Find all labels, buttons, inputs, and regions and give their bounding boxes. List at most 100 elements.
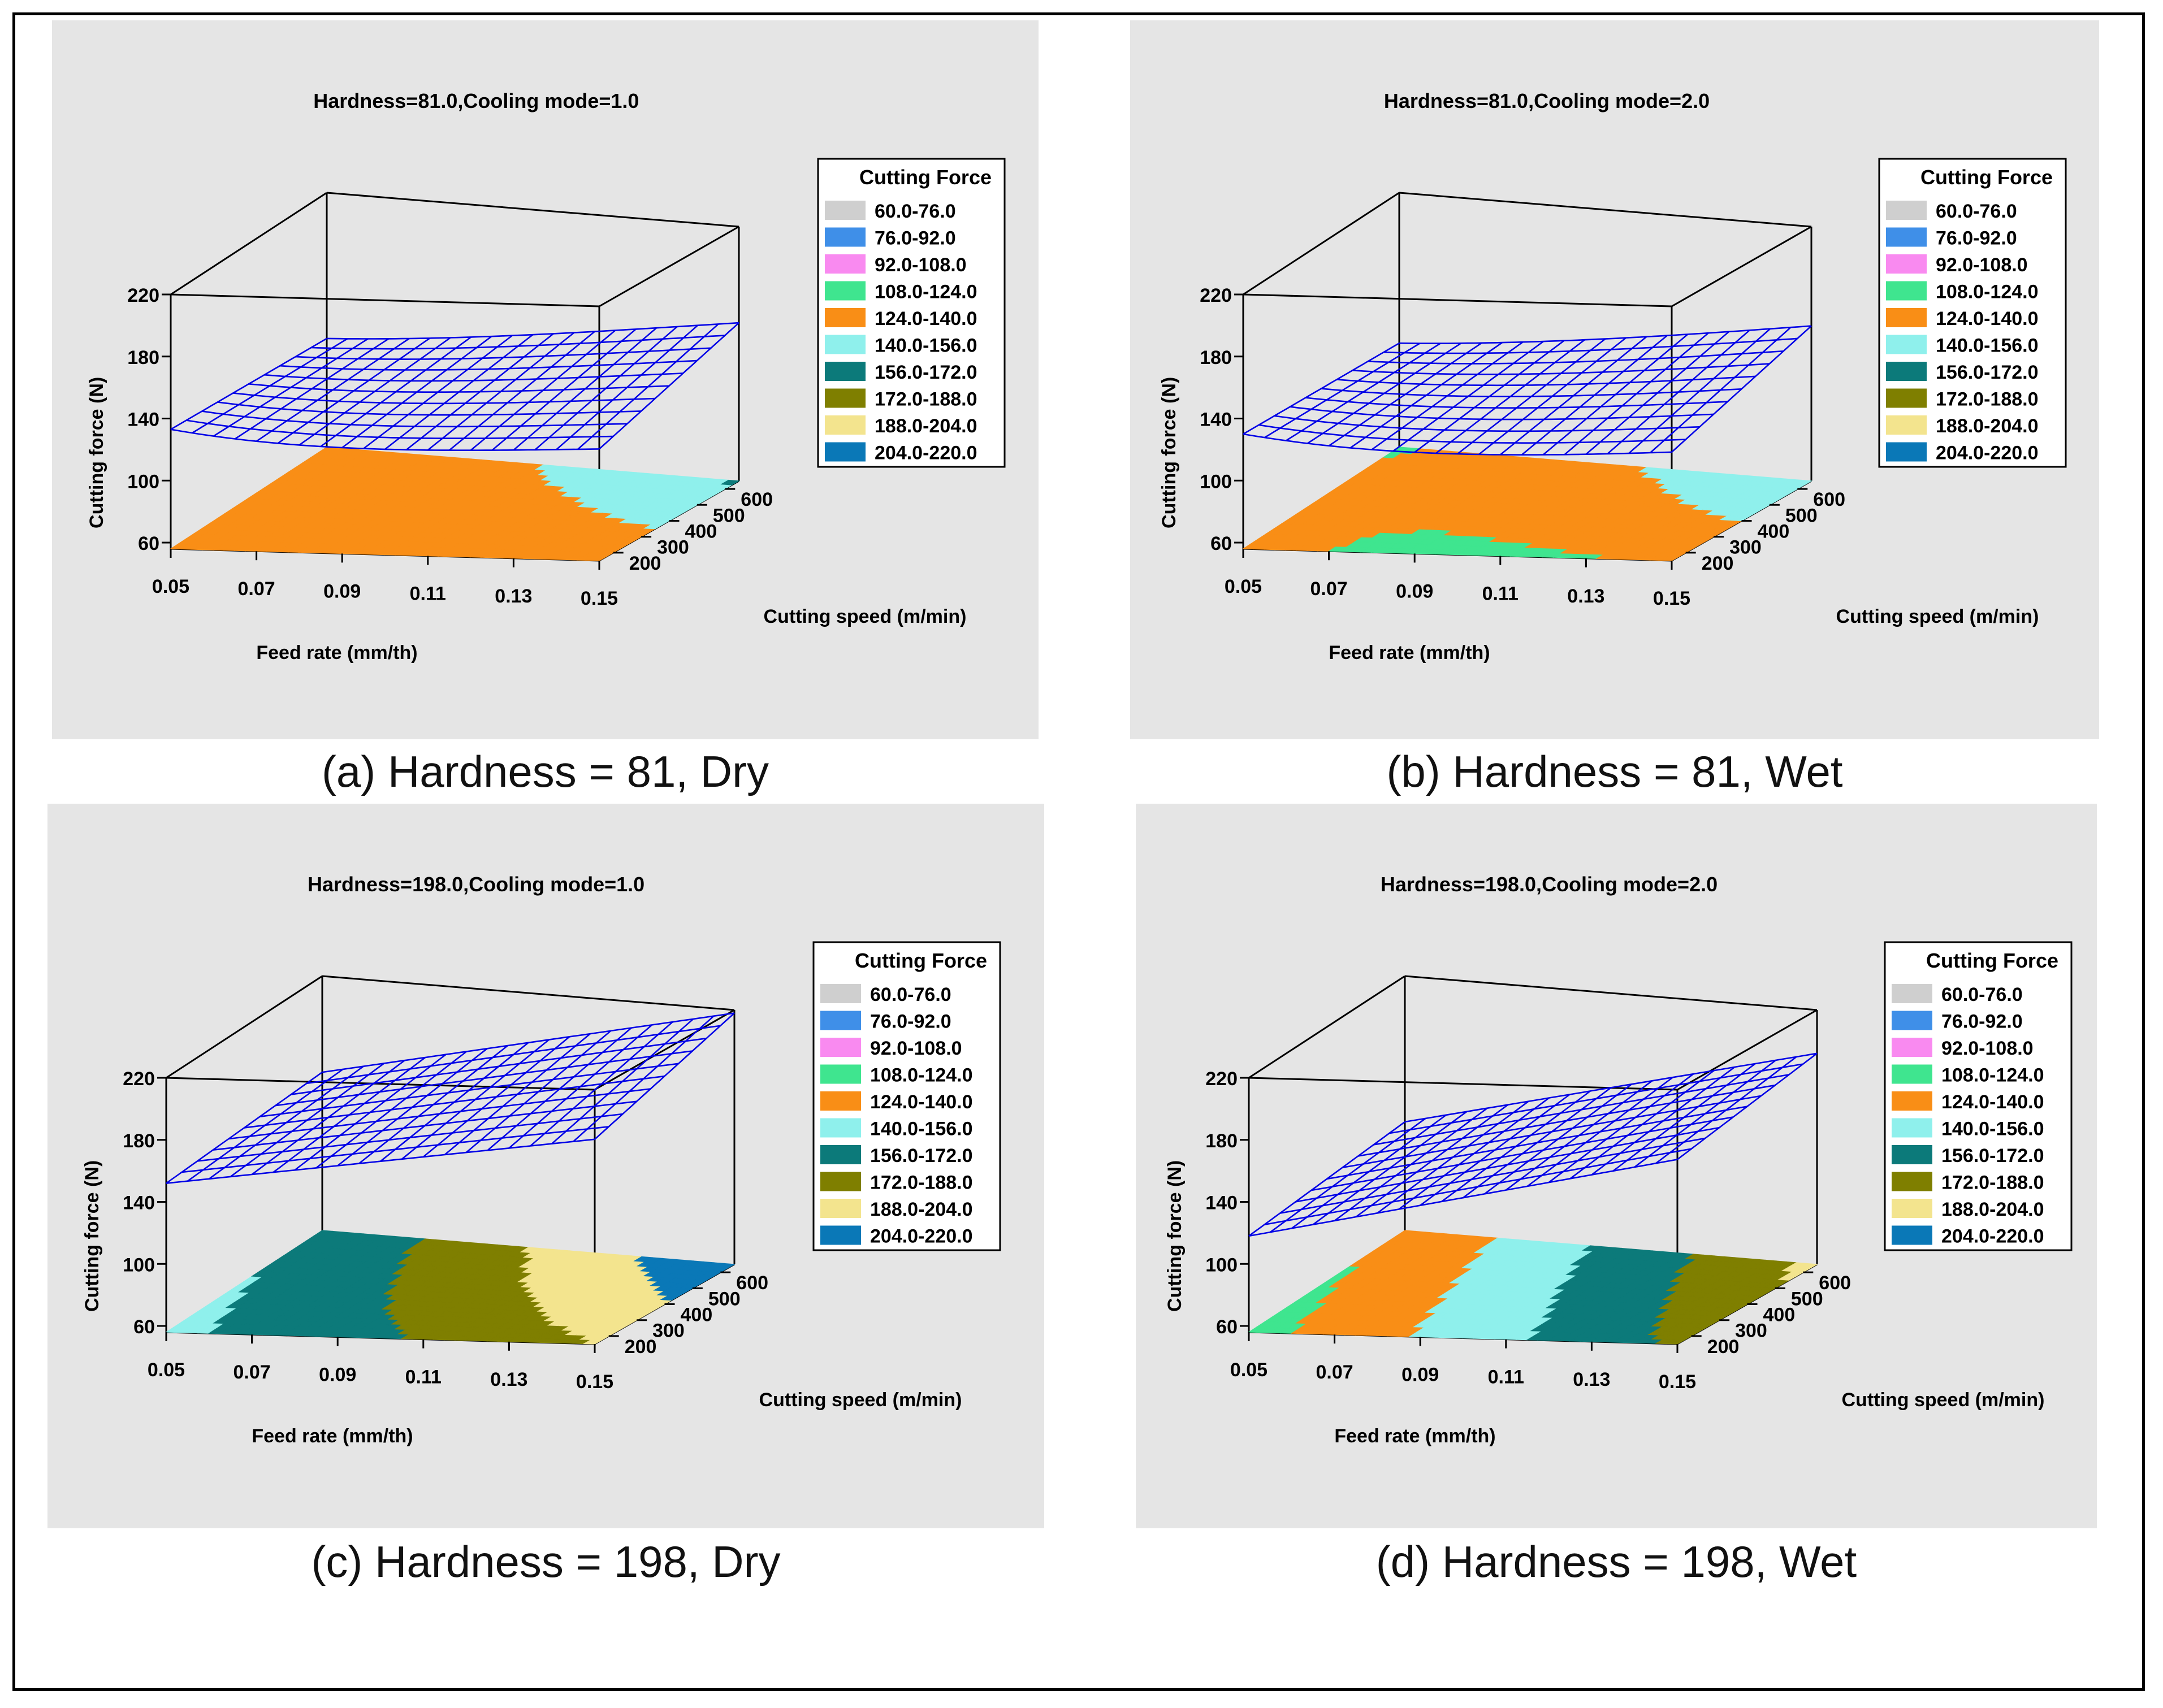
legend-label: 108.0-124.0 xyxy=(1941,1065,2044,1086)
z-tick-label: 60 xyxy=(1216,1316,1238,1338)
z-tick-label: 140 xyxy=(1200,409,1232,431)
legend-title: Cutting Force xyxy=(1920,166,2053,189)
legend-swatch xyxy=(820,1064,861,1084)
mesh-line-feed xyxy=(1243,343,1400,435)
legend-label: 204.0-220.0 xyxy=(870,1226,973,1247)
mesh-line-feed xyxy=(1435,339,1585,454)
box-edge-top-right xyxy=(594,1009,735,1091)
legend-label: 76.0-92.0 xyxy=(1941,1011,2023,1033)
y-tick-label: 500 xyxy=(1785,505,1818,526)
chart-svg: Hardness=81.0,Cooling mode=1.0 60 100 140 18… xyxy=(52,20,1039,739)
mesh-line-feed xyxy=(401,1039,550,1160)
mesh-line-feed xyxy=(427,332,575,451)
mesh-line-feed xyxy=(1248,1121,1405,1237)
mesh-line-feed xyxy=(1607,330,1750,454)
mesh-line-feed xyxy=(341,336,492,449)
mesh-line-feed xyxy=(444,1033,591,1156)
legend-label: 188.0-204.0 xyxy=(1936,415,2039,437)
legend-label: 124.0-140.0 xyxy=(1941,1091,2044,1113)
chart-title: Hardness=81.0,Cooling mode=2.0 xyxy=(1384,89,1710,112)
mesh-line-feed xyxy=(358,1044,508,1164)
y-tick-label: 500 xyxy=(713,505,745,526)
legend-label: 76.0-92.0 xyxy=(1936,228,2017,249)
legend-swatch xyxy=(820,1145,861,1164)
legend-swatch xyxy=(1892,1064,1932,1084)
legend-label: 92.0-108.0 xyxy=(870,1038,962,1059)
legend-label: 108.0-124.0 xyxy=(875,281,977,303)
mesh-line-feed xyxy=(1628,328,1771,454)
mesh-line-feed xyxy=(209,1065,364,1180)
mesh-line-feed xyxy=(487,1027,632,1151)
caption-d: (d) Hardness = 198, Wet xyxy=(1375,1537,1857,1586)
x-tick-label: 0.05 xyxy=(152,576,189,597)
mesh-line-feed xyxy=(1355,1104,1509,1218)
legend-swatch xyxy=(1886,415,1927,435)
mesh-line-feed xyxy=(277,337,431,444)
mesh-line-feed xyxy=(1291,1114,1447,1229)
x-tick-label: 0.07 xyxy=(1316,1362,1353,1383)
contour-cell xyxy=(720,479,740,485)
y-tick-label: 300 xyxy=(657,537,689,558)
legend-label: 172.0-188.0 xyxy=(870,1172,973,1194)
mesh-line-feed xyxy=(1463,1087,1612,1199)
box-edge-top-back xyxy=(1399,192,1812,228)
box-edge-top-left xyxy=(170,192,327,296)
mesh-line-feed xyxy=(1677,1052,1818,1160)
mesh-line-feed xyxy=(1542,333,1689,456)
box-edge-top-left xyxy=(1248,975,1405,1079)
legend-swatch xyxy=(820,1091,861,1111)
z-tick-label: 100 xyxy=(123,1254,155,1276)
legend-swatch xyxy=(825,415,866,435)
mesh-line-feed xyxy=(491,328,637,451)
box-edge-top-back xyxy=(326,192,739,228)
legend-swatch xyxy=(1886,254,1927,274)
z-axis-label: Cutting force (N) xyxy=(1158,377,1180,528)
x-tick-label: 0.07 xyxy=(1310,578,1348,600)
legend-label: 172.0-188.0 xyxy=(1941,1172,2044,1194)
chart-panel-a: Hardness=81.0,Cooling mode=1.0 60 100 140 18… xyxy=(52,20,1039,739)
mesh-line-feed xyxy=(384,334,534,450)
x-tick-label: 0.05 xyxy=(1230,1359,1267,1381)
legend-label: 124.0-140.0 xyxy=(870,1091,973,1113)
y-tick-label: 200 xyxy=(1702,553,1734,574)
caption-b: (b) Hardness = 81, Wet xyxy=(1386,747,1843,796)
legend-label: 204.0-220.0 xyxy=(1936,443,2039,464)
contour-cell xyxy=(1798,1263,1818,1269)
legend-label: 156.0-172.0 xyxy=(1936,362,2039,383)
y-axis-label: Cutting speed (m/min) xyxy=(1836,606,2039,627)
mesh-line-feed xyxy=(1377,1100,1529,1214)
x-tick-label: 0.07 xyxy=(233,1362,271,1383)
x-tick-label: 0.15 xyxy=(1659,1371,1696,1393)
y-tick-label: 200 xyxy=(625,1336,657,1358)
chart-panel-b: Hardness=81.0,Cooling mode=2.0 60 100 140 18… xyxy=(1130,20,2099,739)
legend-swatch xyxy=(1886,335,1927,354)
mesh-line-feed xyxy=(1650,327,1792,453)
legend-title: Cutting Force xyxy=(855,949,987,972)
mesh-line-feed xyxy=(320,336,471,448)
mesh-line-feed xyxy=(551,1018,694,1145)
legend-title: Cutting Force xyxy=(859,166,992,189)
legend-label: 124.0-140.0 xyxy=(875,308,977,330)
x-tick-label: 0.09 xyxy=(1401,1364,1439,1385)
z-tick-label: 180 xyxy=(1205,1130,1238,1152)
x-tick-label: 0.15 xyxy=(576,1371,613,1393)
mesh-line-feed xyxy=(1286,343,1441,441)
legend-label: 92.0-108.0 xyxy=(1936,254,2028,276)
box-edge-top-right xyxy=(599,226,739,307)
mesh-line-feed xyxy=(406,333,554,450)
y-tick-label: 600 xyxy=(1819,1272,1851,1294)
y-tick-label: 500 xyxy=(1791,1288,1823,1310)
legend-label: 204.0-220.0 xyxy=(1941,1226,2044,1247)
legend-label: 108.0-124.0 xyxy=(1936,281,2039,303)
legend: Cutting Force 60.0-76.0 76.0-92.0 92.0-108.… xyxy=(1878,158,2067,468)
mesh-line-feed xyxy=(1270,1117,1426,1233)
x-axis-label: Feed rate (mm/th) xyxy=(252,1425,413,1447)
mesh-line-feed xyxy=(1414,340,1565,453)
legend-swatch xyxy=(1892,1118,1932,1138)
y-tick-label: 400 xyxy=(1763,1304,1796,1326)
y-tick-label: 200 xyxy=(1707,1336,1740,1358)
x-tick-label: 0.09 xyxy=(323,580,361,602)
y-tick-label: 400 xyxy=(1758,521,1790,543)
mesh-line-feed xyxy=(256,337,410,442)
contour-floor xyxy=(165,1230,736,1345)
